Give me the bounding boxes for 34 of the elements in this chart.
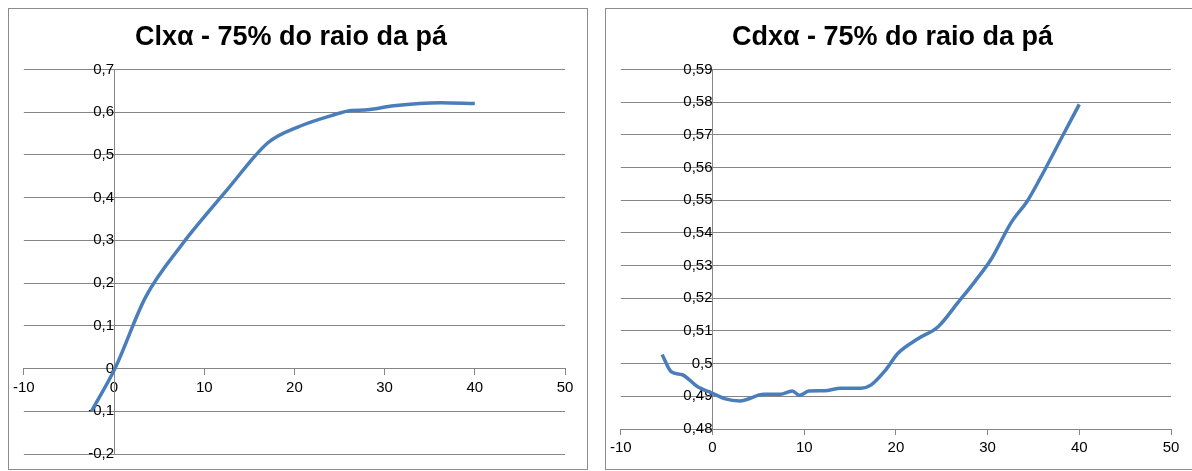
y-tick-label: 0,55 bbox=[683, 190, 713, 208]
y-tick-label: 0,57 bbox=[683, 124, 713, 142]
y-tick-label: 0 bbox=[105, 358, 115, 376]
chart-title: Clxα - 75% do raio da pá bbox=[134, 20, 449, 51]
y-tick-label: 0,1 bbox=[93, 315, 115, 333]
y-tick-label: 0,56 bbox=[683, 157, 713, 175]
y-tick-label: 0,54 bbox=[683, 223, 713, 240]
x-tick-label: 50 bbox=[556, 377, 574, 395]
y-tick-label: 0,52 bbox=[683, 288, 713, 306]
y-tick-label: 0,58 bbox=[683, 92, 713, 110]
y-tick-label: 0,2 bbox=[93, 273, 115, 291]
x-tick-label: 40 bbox=[466, 377, 484, 395]
x-tick-label: 20 bbox=[286, 377, 303, 395]
y-tick-label: 0,7 bbox=[93, 59, 115, 77]
y-tick-label: -0,2 bbox=[88, 444, 115, 462]
x-tick-label: 30 bbox=[979, 438, 996, 456]
x-tick-label: 10 bbox=[795, 438, 813, 456]
y-tick-label: 0,3 bbox=[93, 230, 115, 248]
y-tick-label: 0,48 bbox=[683, 419, 713, 437]
x-tick-label: 30 bbox=[376, 377, 393, 395]
x-tick-label: 10 bbox=[195, 377, 213, 395]
x-tick-label: 20 bbox=[887, 438, 905, 456]
x-tick-label: -10 bbox=[610, 438, 632, 456]
y-tick-label: 0,4 bbox=[93, 187, 115, 205]
y-tick-label: 0,51 bbox=[683, 321, 713, 339]
y-tick-label: 0,59 bbox=[683, 59, 713, 77]
y-tick-label: 0,53 bbox=[683, 255, 713, 273]
y-tick-label: 0,5 bbox=[93, 145, 115, 163]
x-tick-label: 40 bbox=[1070, 438, 1088, 456]
y-tick-label: 0,5 bbox=[691, 353, 713, 371]
y-tick-label: 0,6 bbox=[93, 102, 115, 120]
chart-title: Cdxα - 75% do raio da pá bbox=[731, 20, 1055, 51]
x-tick-label: -10 bbox=[13, 377, 35, 395]
x-tick-label: 50 bbox=[1162, 438, 1180, 456]
